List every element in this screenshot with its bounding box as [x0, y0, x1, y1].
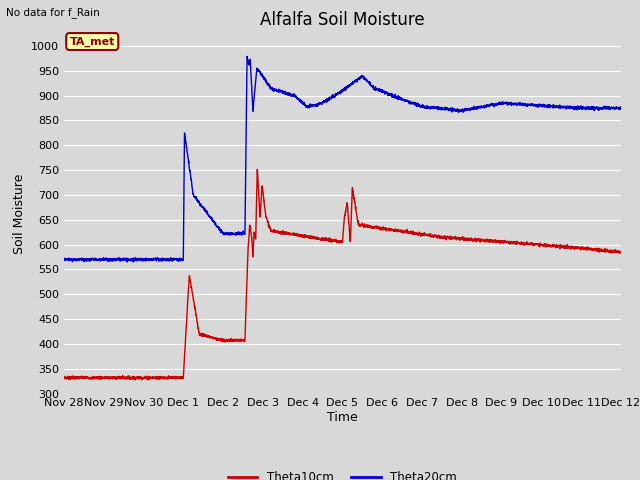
Text: TA_met: TA_met — [70, 36, 115, 47]
Y-axis label: Soil Moisture: Soil Moisture — [13, 173, 26, 254]
X-axis label: Time: Time — [327, 411, 358, 424]
Legend: Theta10cm, Theta20cm: Theta10cm, Theta20cm — [223, 466, 461, 480]
Text: No data for f_Rain: No data for f_Rain — [6, 7, 100, 18]
Title: Alfalfa Soil Moisture: Alfalfa Soil Moisture — [260, 11, 425, 29]
